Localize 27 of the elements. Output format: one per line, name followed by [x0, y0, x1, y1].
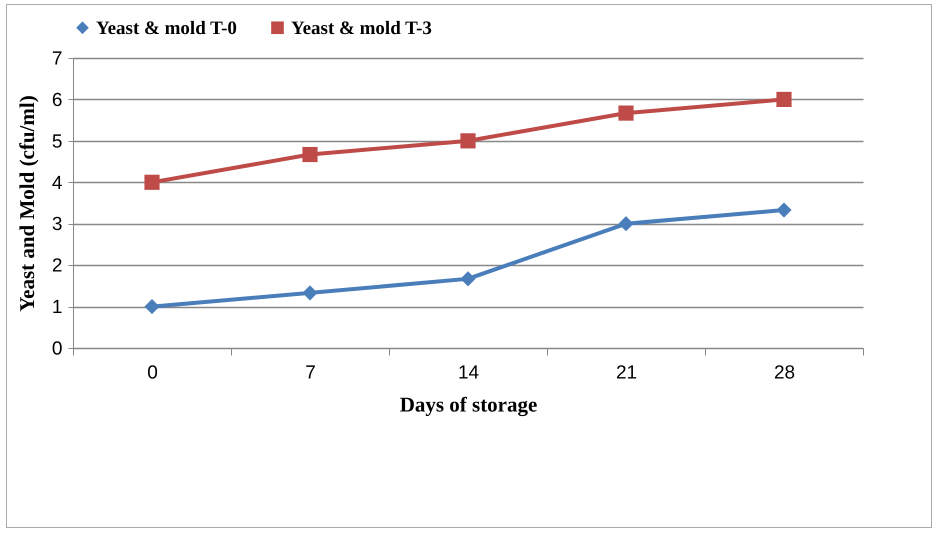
legend-label: Yeast & mold T-0 — [96, 18, 237, 39]
y-tick-label: 3 — [52, 214, 62, 236]
y-tick-label: 2 — [52, 256, 62, 277]
point — [618, 216, 634, 232]
point — [460, 271, 476, 286]
x-tick-label: 0 — [147, 362, 158, 384]
x-tick-label: 7 — [305, 362, 316, 384]
y-axis-title: Yeast and Mold (cfu/ml) — [14, 95, 39, 312]
point — [302, 285, 318, 300]
legend-label: Yeast & mold T-3 — [291, 18, 432, 39]
x-axis-title: Days of storage — [400, 392, 538, 416]
x-tick-label: 28 — [774, 362, 796, 384]
y-tick-label: 5 — [52, 131, 62, 152]
point — [144, 174, 160, 190]
point — [776, 92, 792, 108]
point — [776, 202, 792, 218]
y-tick-label: 4 — [52, 172, 63, 194]
point — [618, 106, 634, 121]
point — [302, 146, 318, 162]
x-tick-label: 14 — [458, 362, 480, 384]
y-tick-label: 0 — [52, 338, 62, 360]
point — [144, 298, 160, 314]
y-tick-label: 1 — [52, 297, 62, 318]
y-tick-label: 6 — [52, 90, 62, 111]
point — [460, 133, 476, 148]
y-tick-label: 7 — [52, 48, 62, 70]
x-tick-label: 21 — [616, 362, 638, 384]
